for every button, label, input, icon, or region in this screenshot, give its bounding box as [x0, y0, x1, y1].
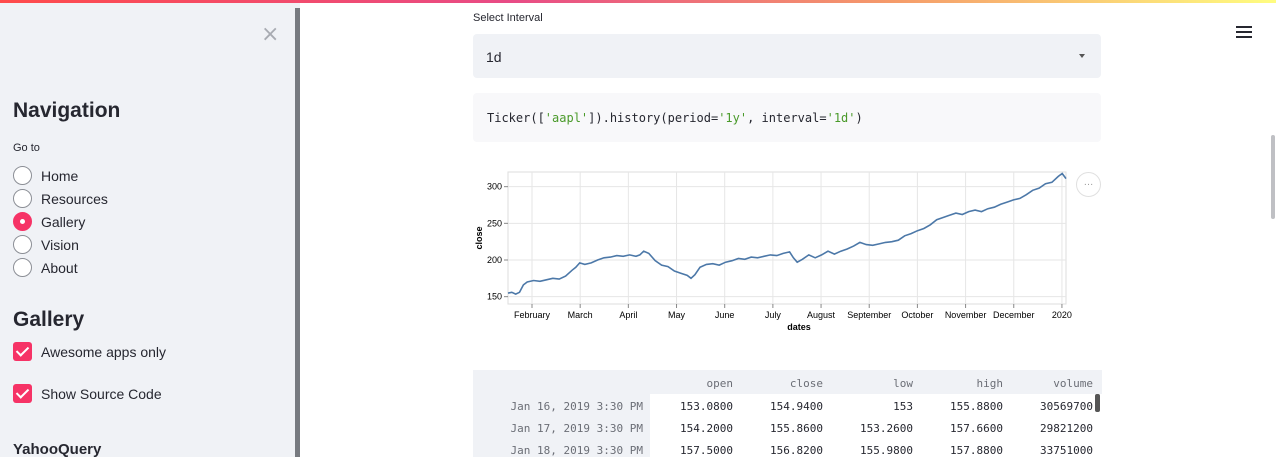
x-tick-label: October [901, 310, 933, 320]
hamburger-menu-icon[interactable] [1236, 26, 1252, 40]
radio-button-selected[interactable] [13, 212, 32, 231]
sidebar: × Navigation Go to Home Resources Galler… [0, 3, 300, 457]
awesome-apps-checkbox[interactable]: Awesome apps only [13, 342, 166, 361]
x-tick-label: November [945, 310, 987, 320]
code-string: 'aapl' [544, 111, 589, 125]
interval-select-value: 1d [486, 49, 502, 65]
y-axis-title: close [474, 226, 484, 249]
x-tick-label: April [619, 310, 637, 320]
table-cell[interactable]: 153.0800 [680, 400, 733, 413]
y-tick-label: 150 [487, 292, 502, 302]
chart-actions-menu-icon[interactable]: … [1076, 172, 1101, 197]
x-tick-label: December [993, 310, 1035, 320]
x-tick-label: March [568, 310, 593, 320]
checkbox-label: Awesome apps only [41, 343, 167, 360]
row-index: Jan 17, 2019 3:30 PM [510, 422, 643, 435]
x-axis-title: dates [787, 322, 811, 332]
table-cell[interactable]: 154.9400 [770, 400, 823, 413]
x-tick-label: June [715, 310, 735, 320]
code-token: ]).history(period= [588, 111, 719, 125]
radio-button[interactable] [13, 166, 32, 185]
table-cell[interactable]: 157.8800 [950, 444, 1003, 457]
page-radio-group: Home Resources Gallery Vision About [13, 164, 108, 279]
radio-label: Home [41, 167, 79, 184]
radio-label: Resources [41, 190, 108, 207]
table-cell[interactable]: 153 [893, 400, 913, 413]
column-header-low[interactable]: low [893, 377, 913, 390]
code-string: '1d' [826, 111, 856, 125]
goto-label: Go to [13, 142, 40, 154]
radio-label: Gallery [41, 213, 86, 230]
table-scrollbar[interactable] [1095, 394, 1100, 412]
navigation-title: Navigation [13, 99, 121, 122]
radio-button[interactable] [13, 258, 32, 277]
page-scrollbar[interactable] [1271, 135, 1275, 219]
chevron-down-icon [1079, 54, 1085, 58]
app-top-decoration-bar [0, 0, 1276, 3]
radio-about[interactable]: About [13, 256, 108, 279]
code-block: Ticker(['aapl']).history(period='1y', in… [473, 93, 1101, 142]
close-sidebar-icon[interactable]: × [261, 22, 280, 47]
y-tick-label: 250 [487, 218, 502, 228]
gallery-title: Gallery [13, 308, 85, 331]
column-header-high[interactable]: high [976, 377, 1004, 390]
table-cell[interactable]: 30569700 [1040, 400, 1093, 413]
column-header-open[interactable]: open [706, 377, 734, 390]
radio-label: Vision [41, 236, 79, 253]
x-tick-label: May [668, 310, 686, 320]
checkbox-checked-icon[interactable] [13, 384, 32, 403]
x-tick-label: 2020 [1052, 310, 1072, 320]
close-price-line-chart: February March April May June July August Septe… [474, 171, 1072, 332]
history-dataframe[interactable]: open close low high volume Jan 16, 2019 … [473, 370, 1102, 457]
column-header-close[interactable]: close [789, 377, 823, 390]
x-tick-label: August [807, 310, 836, 320]
yahooquery-title: YahooQuery [13, 441, 102, 457]
plot-area [507, 171, 1067, 305]
table-cell[interactable]: 155.9800 [860, 444, 913, 457]
y-tick-label: 200 [487, 255, 502, 265]
radio-home[interactable]: Home [13, 164, 108, 187]
interval-select[interactable]: 1d [473, 34, 1101, 78]
radio-gallery[interactable]: Gallery [13, 210, 108, 233]
table-cell[interactable]: 157.6600 [950, 422, 1003, 435]
select-interval-label: Select Interval [473, 12, 543, 24]
column-header-volume[interactable]: volume [1053, 377, 1093, 390]
table-cell[interactable]: 29821200 [1040, 422, 1093, 435]
x-tick-label: February [514, 310, 551, 320]
table-cell[interactable]: 33751000 [1040, 444, 1093, 457]
radio-button[interactable] [13, 235, 32, 254]
radio-vision[interactable]: Vision [13, 233, 108, 256]
x-tick-label: September [847, 310, 891, 320]
code-line: Ticker(['aapl']).history(period='1y', in… [487, 111, 863, 125]
table-cell[interactable]: 156.8200 [770, 444, 823, 457]
row-index: Jan 16, 2019 3:30 PM [510, 400, 643, 413]
x-tick-label: July [765, 310, 782, 320]
y-tick-label: 300 [487, 182, 502, 192]
table-cell[interactable]: 155.8600 [770, 422, 823, 435]
row-index: Jan 18, 2019 3:30 PM [510, 444, 643, 457]
radio-label: About [41, 259, 78, 276]
series-line-close [507, 172, 1067, 295]
checkbox-checked-icon[interactable] [13, 342, 32, 361]
sidebar-resize-edge[interactable] [295, 8, 300, 457]
table-cell[interactable]: 155.8800 [950, 400, 1003, 413]
show-source-checkbox[interactable]: Show Source Code [13, 384, 162, 403]
checkbox-label: Show Source Code [41, 385, 162, 402]
code-token: Ticker([ [487, 111, 545, 125]
code-token: , interval= [747, 111, 827, 125]
radio-button[interactable] [13, 189, 32, 208]
table-cell[interactable]: 153.2600 [860, 422, 913, 435]
code-string: '1y' [718, 111, 748, 125]
radio-resources[interactable]: Resources [13, 187, 108, 210]
table-cell[interactable]: 157.5000 [680, 444, 733, 457]
table-index-column [473, 370, 650, 457]
table-cell[interactable]: 154.2000 [680, 422, 733, 435]
code-token: ) [855, 111, 863, 125]
